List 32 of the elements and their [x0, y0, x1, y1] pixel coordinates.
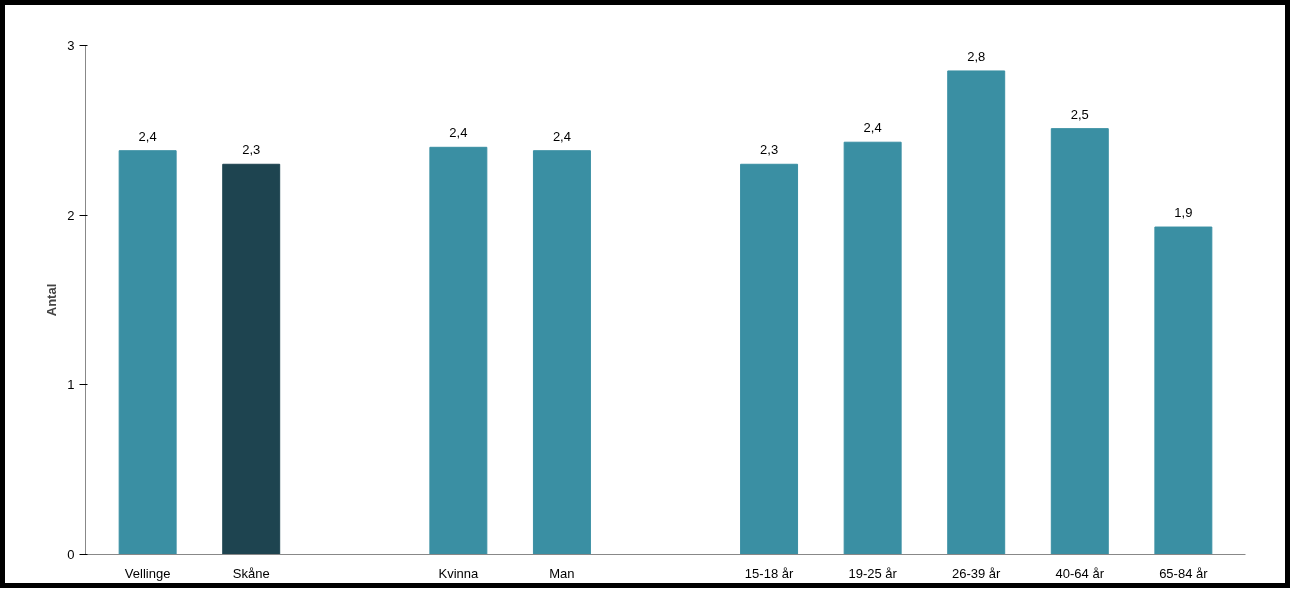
y-tick-label: 1 — [67, 377, 75, 393]
data-label: 2,4 — [552, 128, 571, 144]
data-label: 1,9 — [1174, 205, 1193, 221]
x-tick-label: Skåne — [232, 565, 270, 581]
bar — [118, 150, 177, 555]
data-label: 2,3 — [242, 142, 261, 158]
x-tick-label: 15-18 år — [744, 565, 794, 581]
x-tick-label: 40-64 år — [1055, 565, 1105, 581]
x-tick-label: 65-84 år — [1159, 565, 1209, 581]
y-tick-label: 2 — [67, 207, 75, 223]
bar — [740, 163, 799, 555]
x-tick-label: Kvinna — [438, 565, 479, 581]
data-label: 2,4 — [138, 128, 157, 144]
bar — [1050, 128, 1109, 555]
y-tick-label: 0 — [67, 547, 75, 562]
y-tick-label: 3 — [67, 38, 75, 53]
y-axis-title: Antal — [44, 283, 60, 317]
x-tick-label: Vellinge — [124, 565, 171, 581]
data-label: 2,4 — [449, 125, 468, 141]
data-label: 2,4 — [863, 120, 882, 136]
bar — [532, 150, 591, 555]
bar — [429, 146, 488, 555]
bar — [843, 141, 902, 555]
data-label: 2,5 — [1070, 106, 1089, 122]
bar — [947, 70, 1006, 555]
x-tick-label: 19-25 år — [848, 565, 898, 581]
data-label: 2,8 — [967, 48, 986, 64]
data-label: 2,3 — [760, 142, 779, 158]
x-tick-label: Man — [549, 565, 575, 581]
x-tick-label: 26-39 år — [952, 565, 1002, 581]
bar — [1154, 226, 1213, 555]
bar — [222, 163, 281, 555]
